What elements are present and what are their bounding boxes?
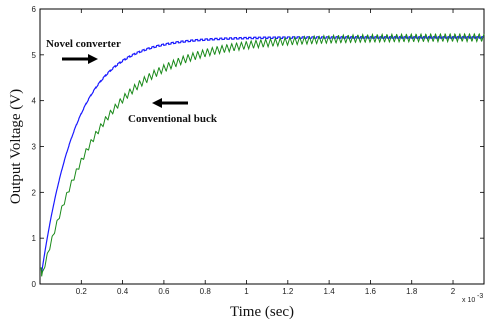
y-tick-label: 3: [32, 143, 37, 152]
arrow-right-head: [88, 54, 98, 64]
y-tick-label: 4: [32, 97, 37, 106]
y-axis-title: Output Voltage (V): [8, 89, 24, 204]
x-tick-label: 0.2: [76, 287, 88, 296]
plot-area: [39, 8, 485, 285]
x-exponent-label: x 10: [462, 297, 475, 304]
x-tick-label: 1.6: [365, 287, 377, 296]
axis-ticks: 0.2 0.4 0.6 0.8 1 1.2 1.4 1.6 1.8 2 0 1 2 3 4 5 6: [32, 5, 484, 296]
arrow-left-head: [152, 98, 162, 108]
x-tick-label: 0.6: [158, 287, 170, 296]
x-axis-title: Time (sec): [230, 304, 294, 320]
y-tick-label: 5: [32, 51, 37, 60]
y-tick-label: 0: [32, 280, 37, 289]
annotation-novel-converter: Novel converter: [46, 38, 121, 50]
y-tick-label: 2: [32, 188, 37, 197]
series-group: [40, 32, 485, 277]
x-tick-label: 2: [451, 287, 456, 296]
y-tick-label: 1: [32, 234, 37, 243]
x-tick-label: 1.4: [324, 287, 336, 296]
x-tick-label: 1.2: [282, 287, 294, 296]
y-tick-label: 6: [32, 5, 37, 14]
annotation-arrows: [62, 54, 188, 108]
x-tick-label: 1.8: [406, 287, 418, 296]
x-tick-label: 0.8: [200, 287, 212, 296]
annotation-conventional-buck: Conventional buck: [128, 113, 218, 125]
x-tick-label: 0.4: [117, 287, 129, 296]
x-tick-label: 1: [244, 287, 249, 296]
series-line-conventional-buck: [40, 32, 485, 277]
x-exponent-power: -3: [477, 293, 483, 300]
